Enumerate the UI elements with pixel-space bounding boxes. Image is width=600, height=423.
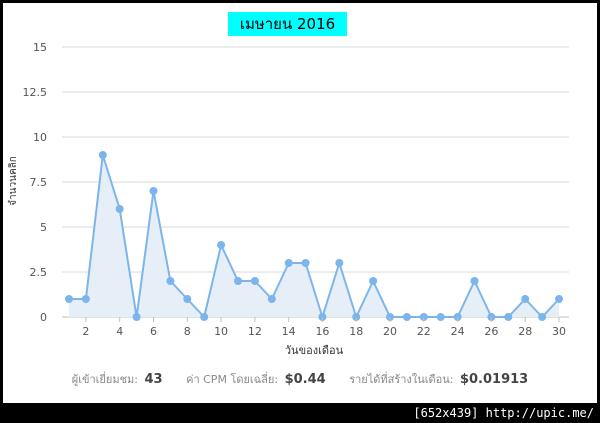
data-point <box>115 205 124 213</box>
data-point <box>538 313 547 321</box>
area-fill <box>69 155 559 317</box>
x-tick-label: 18 <box>349 325 363 338</box>
watermark: [652x439] http://upic.me/ <box>413 406 594 420</box>
x-tick-label: 6 <box>150 325 157 338</box>
x-tick-label: 30 <box>552 325 566 338</box>
series-area <box>69 155 559 317</box>
y-tick-label: 12.5 <box>23 86 48 99</box>
y-tick-label: 15 <box>33 41 47 54</box>
grid-lines <box>62 46 569 318</box>
visitors-stat: ผู้เข้าเยี่ยมชม: 43 <box>71 372 166 387</box>
series-line <box>69 154 560 318</box>
x-tick-label: 14 <box>282 325 296 338</box>
data-point <box>234 277 242 285</box>
y-tick-label: 7.5 <box>30 176 48 189</box>
x-tick-label: 22 <box>417 325 431 338</box>
data-point <box>284 259 293 267</box>
data-point <box>436 313 445 321</box>
stats-row: ผู้เข้าเยี่ยมชม: 43 ค่า CPM โดยเฉลี่ย: $… <box>0 370 600 388</box>
data-point <box>301 259 310 267</box>
footer-bar: [652x439] http://upic.me/ <box>0 403 600 423</box>
x-tick-label: 28 <box>518 325 532 338</box>
x-tick-label: 20 <box>383 325 397 338</box>
y-axis-ticks: 0 2.5 5 7.5 10 12.5 15 <box>23 41 48 324</box>
x-tick-label: 24 <box>451 325 465 338</box>
data-point <box>470 277 479 285</box>
cpm-value: $0.44 <box>284 372 326 387</box>
data-point <box>217 241 226 249</box>
data-points <box>65 151 563 321</box>
data-point <box>98 151 107 159</box>
x-axis-ticks: 2 4 6 8 10 12 14 16 18 20 22 24 26 28 30 <box>82 317 566 338</box>
data-point <box>402 313 411 321</box>
income-value: $0.01913 <box>459 372 529 387</box>
data-point <box>183 295 192 303</box>
series-line-path <box>69 154 560 318</box>
cpm-label: ค่า CPM โดยเฉลี่ย: <box>186 373 279 386</box>
x-tick-label: 10 <box>214 325 228 338</box>
income-label: รายได้ที่สร้างในเดือน: <box>349 373 454 386</box>
y-tick-label: 5 <box>40 221 47 234</box>
data-point <box>504 313 513 321</box>
visitors-value: 43 <box>144 372 163 387</box>
data-point <box>65 295 73 303</box>
cpm-stat: ค่า CPM โดยเฉลี่ย: $0.44 <box>186 372 329 387</box>
x-tick-label: 16 <box>315 325 329 338</box>
data-point <box>132 313 141 321</box>
data-point <box>369 277 378 285</box>
x-tick-label: 4 <box>116 325 123 338</box>
x-axis-label: วันของเดือน <box>285 344 344 357</box>
y-tick-label: 2.5 <box>30 266 48 279</box>
x-tick-label: 8 <box>184 325 191 338</box>
visitors-label: ผู้เข้าเยี่ยมชม: <box>71 373 138 386</box>
data-point <box>521 295 530 303</box>
x-tick-label: 12 <box>248 325 262 338</box>
y-tick-label: 0 <box>40 311 47 324</box>
y-axis-label: จำนวนคลิก <box>8 156 19 206</box>
data-point <box>149 187 158 195</box>
data-point <box>200 313 209 321</box>
chart-title: เมษายน 2016 <box>228 12 347 36</box>
income-stat: รายได้ที่สร้างในเดือน: $0.01913 <box>349 372 529 387</box>
x-tick-label: 2 <box>82 325 89 338</box>
x-tick-label: 26 <box>484 325 498 338</box>
data-point <box>81 295 90 303</box>
data-point <box>166 277 175 285</box>
data-point <box>335 259 344 267</box>
y-tick-label: 10 <box>33 131 47 144</box>
data-point <box>267 295 276 303</box>
data-point <box>250 277 259 285</box>
data-point <box>555 295 563 303</box>
